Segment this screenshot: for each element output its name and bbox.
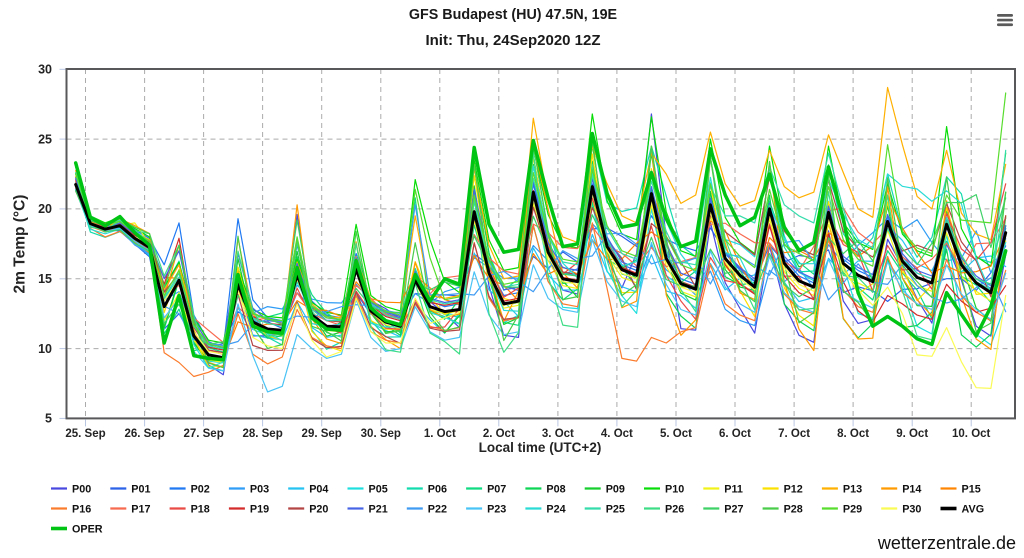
svg-text:P00: P00 [72, 484, 91, 496]
svg-text:Local time (UTC+2): Local time (UTC+2) [479, 440, 602, 455]
svg-text:P03: P03 [250, 484, 269, 496]
svg-text:6. Oct: 6. Oct [719, 428, 751, 440]
svg-text:P17: P17 [131, 504, 150, 516]
svg-text:AVG: AVG [962, 504, 985, 516]
svg-text:P21: P21 [369, 504, 388, 516]
svg-text:20: 20 [38, 202, 52, 216]
svg-text:P04: P04 [309, 484, 328, 496]
svg-text:10: 10 [38, 342, 52, 356]
svg-text:7. Oct: 7. Oct [778, 428, 810, 440]
svg-text:P13: P13 [843, 484, 862, 496]
svg-text:P10: P10 [665, 484, 684, 496]
svg-text:2m Temp (°C): 2m Temp (°C) [12, 195, 29, 294]
svg-text:10. Oct: 10. Oct [952, 428, 991, 440]
svg-text:1. Oct: 1. Oct [424, 428, 456, 440]
svg-text:P06: P06 [428, 484, 447, 496]
svg-text:15: 15 [38, 272, 52, 286]
svg-text:5. Oct: 5. Oct [660, 428, 692, 440]
svg-text:P23: P23 [487, 504, 506, 516]
svg-text:P14: P14 [902, 484, 921, 496]
svg-text:27. Sep: 27. Sep [183, 428, 223, 440]
svg-text:P12: P12 [784, 484, 803, 496]
svg-text:P22: P22 [428, 504, 447, 516]
svg-text:P05: P05 [369, 484, 388, 496]
svg-text:26. Sep: 26. Sep [124, 428, 164, 440]
svg-text:P11: P11 [724, 484, 743, 496]
svg-text:P24: P24 [546, 504, 565, 516]
svg-text:P20: P20 [309, 504, 328, 516]
svg-text:30: 30 [38, 63, 52, 77]
svg-text:9. Oct: 9. Oct [896, 428, 928, 440]
svg-text:25: 25 [38, 132, 52, 146]
svg-text:Init: Thu, 24Sep2020 12Z: Init: Thu, 24Sep2020 12Z [425, 32, 600, 49]
svg-text:P30: P30 [902, 504, 921, 516]
svg-text:P07: P07 [487, 484, 506, 496]
svg-text:25. Sep: 25. Sep [65, 428, 105, 440]
svg-text:P27: P27 [724, 504, 743, 516]
svg-text:P08: P08 [546, 484, 565, 496]
svg-text:P16: P16 [72, 504, 91, 516]
svg-text:P02: P02 [191, 484, 210, 496]
svg-text:P26: P26 [665, 504, 684, 516]
svg-text:P09: P09 [606, 484, 625, 496]
svg-text:P19: P19 [250, 504, 269, 516]
svg-text:30. Sep: 30. Sep [361, 428, 401, 440]
svg-text:P01: P01 [131, 484, 150, 496]
svg-text:P28: P28 [784, 504, 803, 516]
svg-text:P29: P29 [843, 504, 862, 516]
svg-text:wetterzentrale.de: wetterzentrale.de [877, 533, 1016, 553]
svg-text:P15: P15 [962, 484, 981, 496]
svg-text:28. Sep: 28. Sep [242, 428, 282, 440]
svg-text:P25: P25 [606, 504, 625, 516]
svg-text:29. Sep: 29. Sep [302, 428, 342, 440]
svg-text:GFS Budapest (HU) 47.5N, 19E: GFS Budapest (HU) 47.5N, 19E [409, 7, 617, 23]
svg-text:4. Oct: 4. Oct [601, 428, 633, 440]
svg-text:P18: P18 [191, 504, 210, 516]
svg-text:3. Oct: 3. Oct [542, 428, 574, 440]
svg-text:2. Oct: 2. Oct [483, 428, 515, 440]
svg-text:8. Oct: 8. Oct [837, 428, 869, 440]
svg-text:OPER: OPER [72, 524, 103, 536]
svg-text:5: 5 [45, 412, 52, 426]
